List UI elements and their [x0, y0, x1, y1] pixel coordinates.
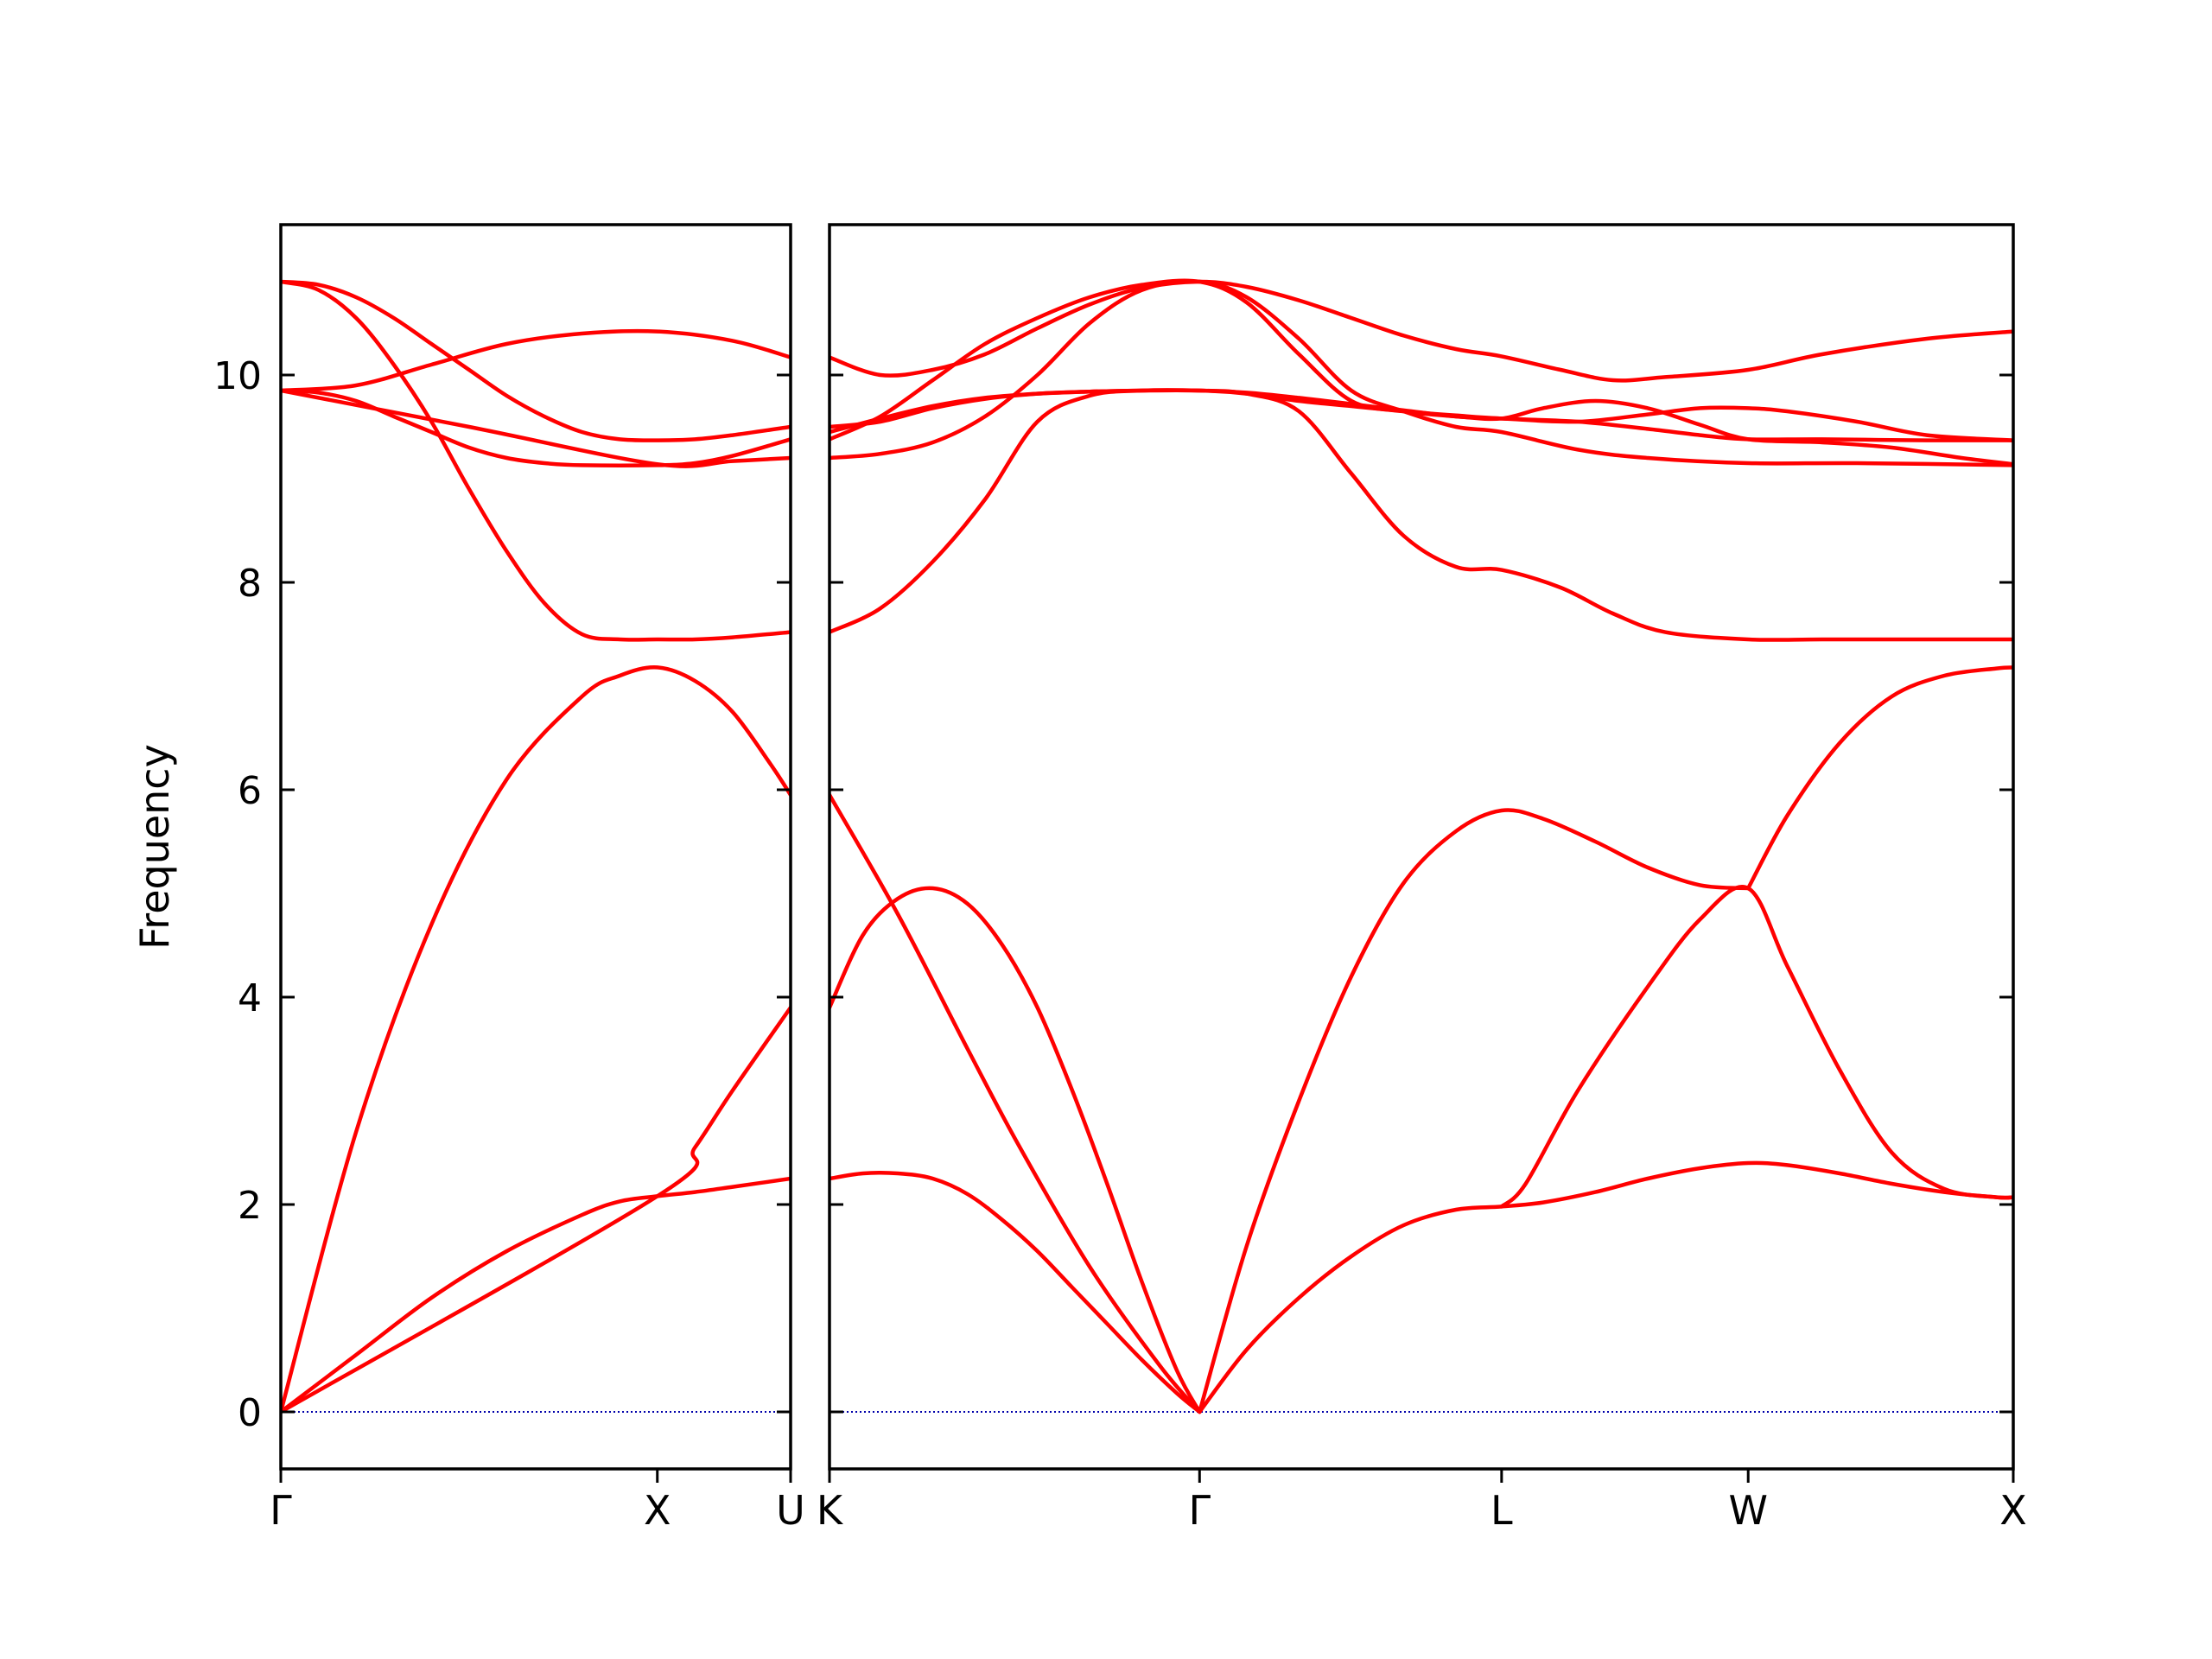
band-line-1: [830, 792, 1202, 1414]
bands-group: [830, 278, 2013, 1414]
x-tick-label: K: [817, 1487, 844, 1534]
band-line-9: [830, 279, 2013, 467]
x-tick-label: Γ: [1188, 1487, 1211, 1534]
band-line-2: [830, 886, 1202, 1414]
band-line-8: [830, 388, 2013, 642]
bands-group: [281, 279, 791, 1414]
band-line-1: [281, 1176, 791, 1414]
band-line-13: [830, 388, 2013, 442]
left-panel: 0 2 4 6 8 10 Γ X U: [213, 223, 805, 1534]
band-line-3: [281, 665, 791, 1414]
y-tick-label: 6: [238, 769, 262, 813]
y-tick-label: 4: [238, 976, 262, 1020]
axes-frame: [828, 223, 2015, 1471]
x-tick-label: W: [1728, 1487, 1767, 1534]
band-line-4: [281, 279, 791, 642]
band-line-6: [1499, 884, 2013, 1209]
x-tick-label: Γ: [270, 1487, 292, 1534]
y-tick-label: 0: [238, 1391, 262, 1435]
band-line-5: [1198, 808, 1751, 1414]
y-tick-label: 8: [238, 562, 262, 606]
y-axis-label: Frequency: [131, 744, 178, 950]
band-line-7: [1745, 665, 2013, 891]
band-line-11: [830, 278, 2013, 467]
band-line-6: [281, 328, 791, 393]
band-line-4: [1198, 1160, 2013, 1414]
band-line-8: [281, 388, 791, 468]
y-tick-label: 2: [238, 1184, 262, 1228]
x-tick-label: U: [776, 1487, 805, 1534]
band-line-3: [830, 1171, 1202, 1414]
axes-frame: [279, 223, 792, 1471]
x-tick-label: X: [644, 1487, 671, 1534]
band-line-7: [281, 388, 791, 467]
x-tick-label: X: [1999, 1487, 2027, 1534]
y-tick-label: 10: [213, 354, 262, 398]
band-line-5: [281, 279, 791, 442]
x-tick-label: L: [1491, 1487, 1513, 1534]
band-line-2: [281, 1005, 791, 1414]
band-line-10: [830, 279, 2013, 383]
